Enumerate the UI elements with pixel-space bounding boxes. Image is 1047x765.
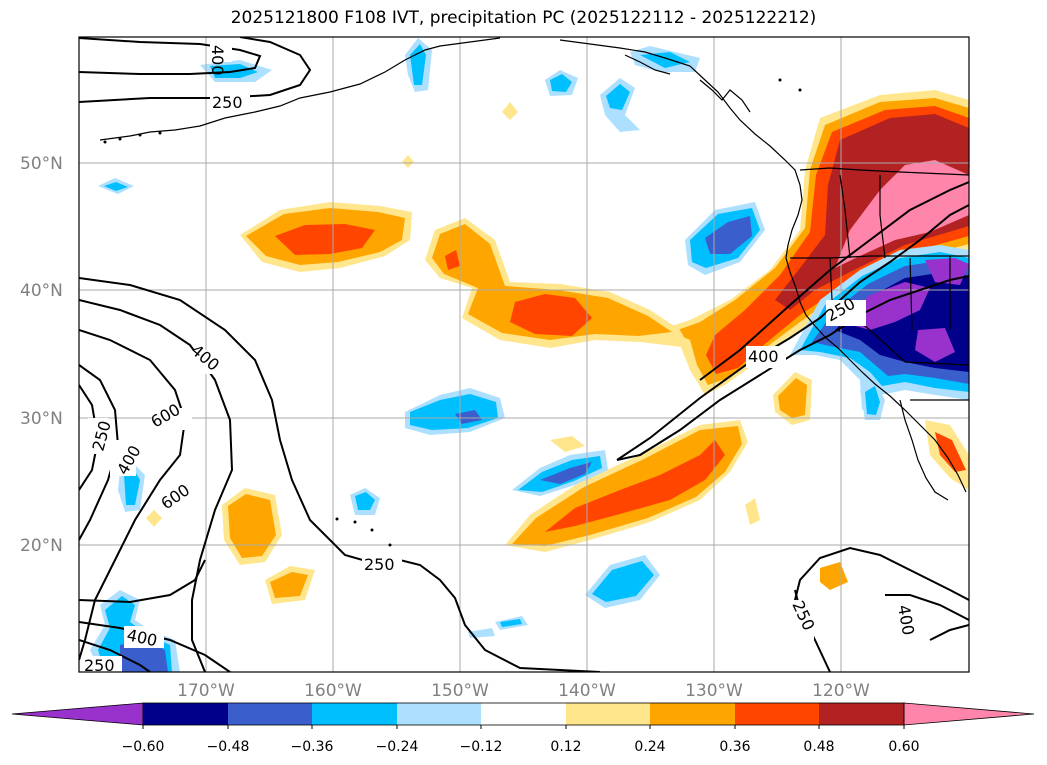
colorbar-tick-label: 0.24 — [634, 739, 665, 755]
map-title: 2025121800 F108 IVT, precipitation PC (2… — [230, 8, 817, 28]
precip-region — [820, 562, 848, 590]
islands — [103, 78, 802, 547]
precip-region — [468, 628, 495, 638]
precip-region — [455, 410, 482, 424]
precip-region — [432, 224, 672, 340]
precip-region — [228, 494, 276, 558]
contour-label: 250 — [84, 656, 115, 675]
lat-label-50n: 50°N — [20, 154, 63, 174]
colorbar-tick-label: 0.36 — [719, 739, 750, 755]
lon-label-160w: 160°W — [304, 681, 362, 701]
precip-region — [705, 216, 752, 254]
lat-label-40n: 40°N — [20, 281, 63, 301]
colorbar-swatch — [397, 703, 481, 725]
precip-region — [355, 492, 375, 510]
colorbar-tick-label: −0.60 — [122, 739, 165, 755]
colorbar-tick-label: −0.24 — [376, 739, 419, 755]
precip-region — [592, 561, 654, 602]
precip-region — [640, 52, 690, 68]
contour-label: 400 — [208, 45, 227, 76]
colorbar-tick-label: −0.36 — [291, 739, 334, 755]
precip-region-california — [915, 328, 955, 362]
colorbar-swatch — [481, 703, 566, 725]
precip-region — [865, 386, 880, 415]
precip-region — [540, 462, 592, 484]
contour-label: 250 — [364, 555, 395, 574]
colorbar-tick-label: −0.48 — [207, 739, 250, 755]
colorbar-swatch — [735, 703, 819, 725]
precip-region — [778, 378, 807, 418]
precip-region — [550, 436, 585, 452]
colorbar-swatch — [650, 703, 735, 725]
colorbar-swatch — [143, 703, 228, 725]
precip-region — [500, 619, 522, 627]
colorbar-swatch — [903, 702, 1035, 726]
contour-label: 400 — [748, 347, 779, 366]
precip-region — [545, 440, 725, 532]
lat-label-30n: 30°N — [20, 409, 63, 429]
colorbar-swatch — [228, 703, 312, 725]
precip-region — [124, 468, 140, 505]
ivt-contour-labels: 400 250 400 600 250 400 600 250 250 400 … — [82, 44, 918, 675]
precip-region — [510, 294, 592, 336]
colorbar-outline — [142, 702, 905, 726]
plot-frame — [78, 36, 970, 673]
precip-region — [104, 182, 128, 191]
colorbar: −0.60 −0.48 −0.36 −0.24 −0.12 0.12 0.24 … — [11, 702, 1035, 755]
precip-region — [606, 84, 630, 110]
precip-region — [402, 155, 414, 168]
colorbar-swatch — [566, 703, 650, 725]
lon-label-150w: 150°W — [431, 681, 489, 701]
precip-region — [445, 250, 460, 270]
precip-region — [502, 102, 518, 120]
lon-label-170w: 170°W — [177, 681, 235, 701]
colorbar-swatch — [819, 703, 904, 725]
colorbar-tick-label: −0.12 — [460, 739, 503, 755]
lat-label-20n: 20°N — [20, 536, 63, 556]
lon-label-130w: 130°W — [685, 681, 743, 701]
colorbar-swatch — [312, 703, 397, 725]
coastlines — [99, 37, 969, 501]
precip-region — [550, 74, 572, 92]
colorbar-tick-label: 0.48 — [803, 739, 834, 755]
colorbar-swatch — [11, 702, 144, 726]
precip-region — [270, 572, 308, 598]
contour-label: 250 — [212, 93, 243, 112]
precip-region — [410, 44, 426, 85]
precip-region — [935, 432, 966, 472]
colorbar-tick-label: 0.12 — [550, 739, 581, 755]
lon-label-120w: 120°W — [812, 681, 870, 701]
lon-label-140w: 140°W — [558, 681, 616, 701]
precip-region — [146, 510, 162, 527]
colorbar-tick-label: 0.60 — [888, 739, 919, 755]
precip-region — [275, 224, 375, 255]
precip-region — [745, 498, 760, 525]
